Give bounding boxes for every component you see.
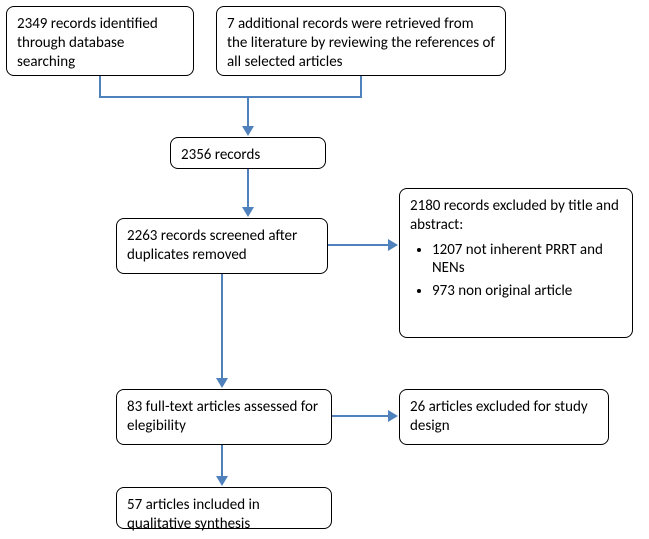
edge-f-to-h-head [216,476,228,486]
edge-a-down [99,76,101,96]
edge-ab-to-c [247,98,249,127]
edge-c-to-d-head [242,207,254,217]
node-a-text: 2349 records identified through database… [17,15,158,71]
node-e-bullet-1: 1207 not inherent PRRT and NENs [432,241,622,279]
node-g-text: 26 articles excluded for study design [410,398,588,435]
node-c-text: 2356 records [181,146,260,164]
node-e-bullet-2: 973 non original article [432,282,622,301]
edge-f-to-h [221,445,223,476]
node-f-text: 83 full-text articles assessed for elegi… [127,398,318,435]
edge-c-to-d [247,169,249,207]
node-records-identified: 2349 records identified through database… [6,6,194,76]
node-additional-records: 7 additional records were retrieved from… [216,6,506,76]
edge-d-to-e [328,244,388,246]
edge-ab-to-c-head [242,126,254,136]
node-e-lead: 2180 records excluded by title and abstr… [410,197,619,234]
node-total-records: 2356 records [170,137,326,169]
edge-d-to-e-head [388,239,398,251]
node-h-text: 57 articles included in qualitative synt… [127,496,260,533]
edge-b-down [360,76,362,96]
node-d-text: 2263 records screened after duplicates r… [127,227,297,264]
node-fulltext-assessed: 83 full-text articles assessed for elegi… [116,389,332,445]
node-included: 57 articles included in qualitative synt… [116,487,332,529]
node-screened: 2263 records screened after duplicates r… [116,218,328,274]
node-excluded-study-design: 26 articles excluded for study design [399,389,609,445]
edge-f-to-g [332,415,388,417]
node-excluded-title-abstract: 2180 records excluded by title and abstr… [399,188,633,338]
node-b-text: 7 additional records were retrieved from… [227,15,495,71]
edge-f-to-g-head [388,410,398,422]
edge-ab-horiz [99,96,362,98]
edge-d-to-f [221,274,223,378]
edge-d-to-f-head [216,378,228,388]
node-e-bullets: 1207 not inherent PRRT and NENs 973 non … [410,241,622,301]
